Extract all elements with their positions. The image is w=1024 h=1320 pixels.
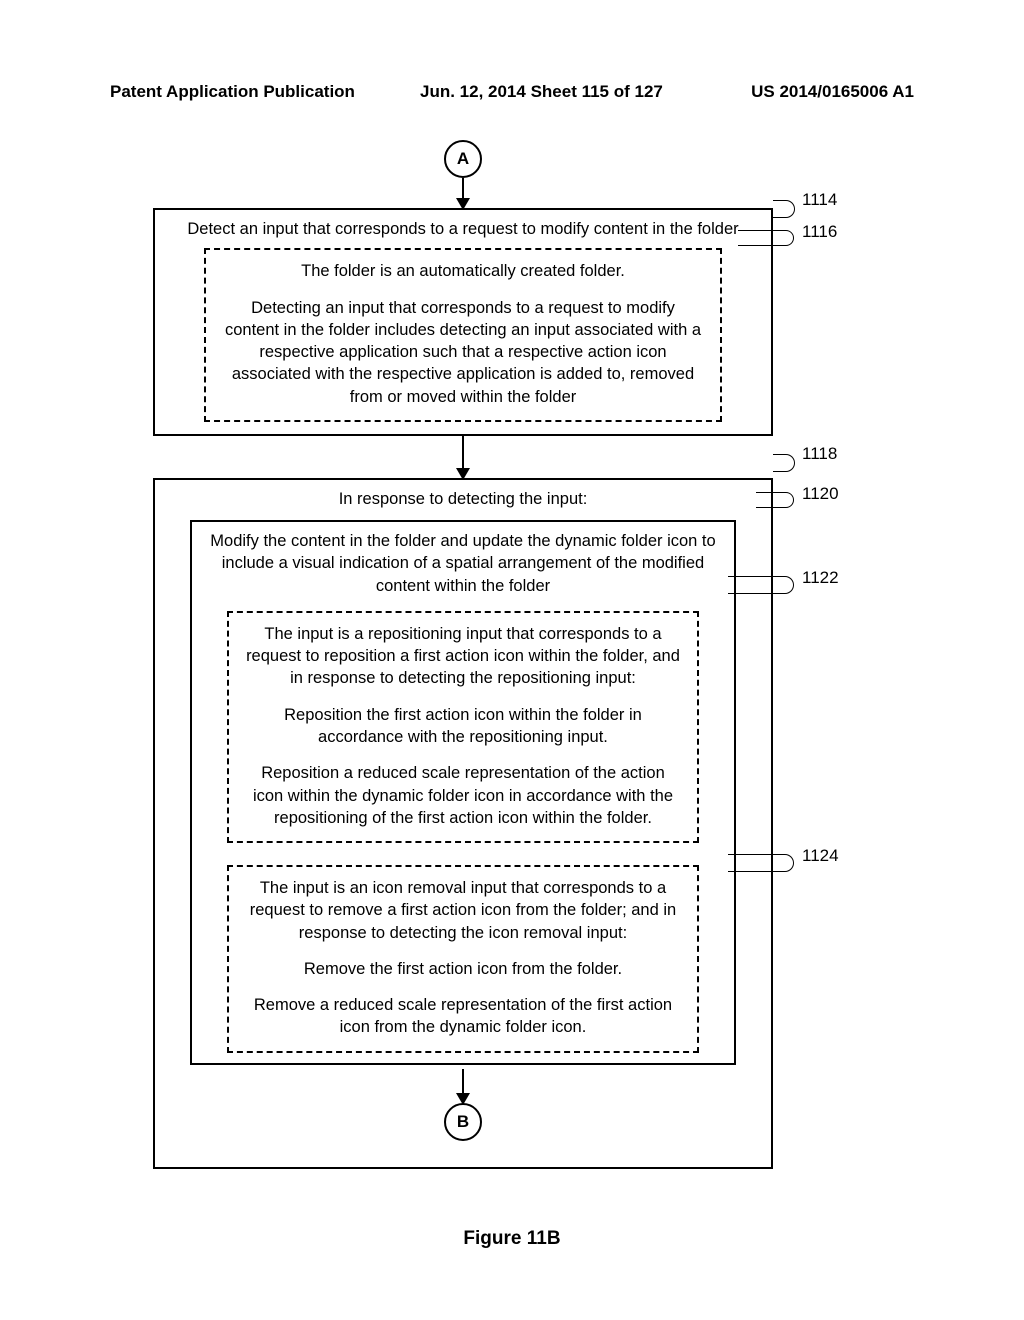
ref-1114: 1114 xyxy=(802,190,837,210)
substep-1124-l3: Remove a reduced scale representation of… xyxy=(245,994,680,1039)
substep-1122-l1: The input is a repositioning input that … xyxy=(245,623,680,690)
leader-1114 xyxy=(773,200,795,218)
substep-1124: The input is an icon removal input that … xyxy=(227,865,698,1053)
step-1118: In response to detecting the input: Modi… xyxy=(153,478,773,1169)
substep-1122-l3: Reposition a reduced scale representatio… xyxy=(245,762,680,829)
connector-line xyxy=(462,436,465,468)
substep-1116-l2: Detecting an input that corresponds to a… xyxy=(222,297,703,408)
ref-1118: 1118 xyxy=(802,444,837,464)
ref-1122: 1122 xyxy=(802,568,839,588)
connector-line xyxy=(462,1069,465,1093)
ref-1120: 1120 xyxy=(802,484,839,504)
step-1114: Detect an input that corresponds to a re… xyxy=(153,208,773,436)
substep-1116: The folder is an automatically created f… xyxy=(204,248,721,422)
connector-a: A xyxy=(444,140,482,178)
header-right: US 2014/0165006 A1 xyxy=(751,82,914,102)
connector-a-label: A xyxy=(457,149,469,169)
ref-1116: 1116 xyxy=(802,222,837,242)
connector-line xyxy=(462,178,465,198)
header-left: Patent Application Publication xyxy=(110,82,355,102)
leader-1124 xyxy=(728,854,794,872)
substep-1120: Modify the content in the folder and upd… xyxy=(190,520,737,1065)
figure-caption: Figure 11B xyxy=(0,1228,1024,1250)
substep-1116-l1: The folder is an automatically created f… xyxy=(222,260,703,282)
leader-1116 xyxy=(738,230,794,246)
connector-b: B xyxy=(444,1103,482,1141)
leader-1118 xyxy=(773,454,795,472)
ref-1124: 1124 xyxy=(802,846,839,866)
substep-1124-l2: Remove the first action icon from the fo… xyxy=(245,958,680,980)
substep-1120-text: Modify the content in the folder and upd… xyxy=(210,530,717,597)
connector-b-label: B xyxy=(457,1112,469,1132)
header-mid: Jun. 12, 2014 Sheet 115 of 127 xyxy=(420,82,663,102)
step-1114-title: Detect an input that corresponds to a re… xyxy=(169,218,757,240)
flowchart: A Detect an input that corresponds to a … xyxy=(153,140,773,1169)
substep-1122: The input is a repositioning input that … xyxy=(227,611,698,843)
substep-1122-l2: Reposition the first action icon within … xyxy=(245,704,680,749)
substep-1124-l1: The input is an icon removal input that … xyxy=(245,877,680,944)
step-1118-title: In response to detecting the input: xyxy=(169,488,757,510)
leader-1122 xyxy=(728,576,794,594)
leader-1120 xyxy=(756,492,794,508)
